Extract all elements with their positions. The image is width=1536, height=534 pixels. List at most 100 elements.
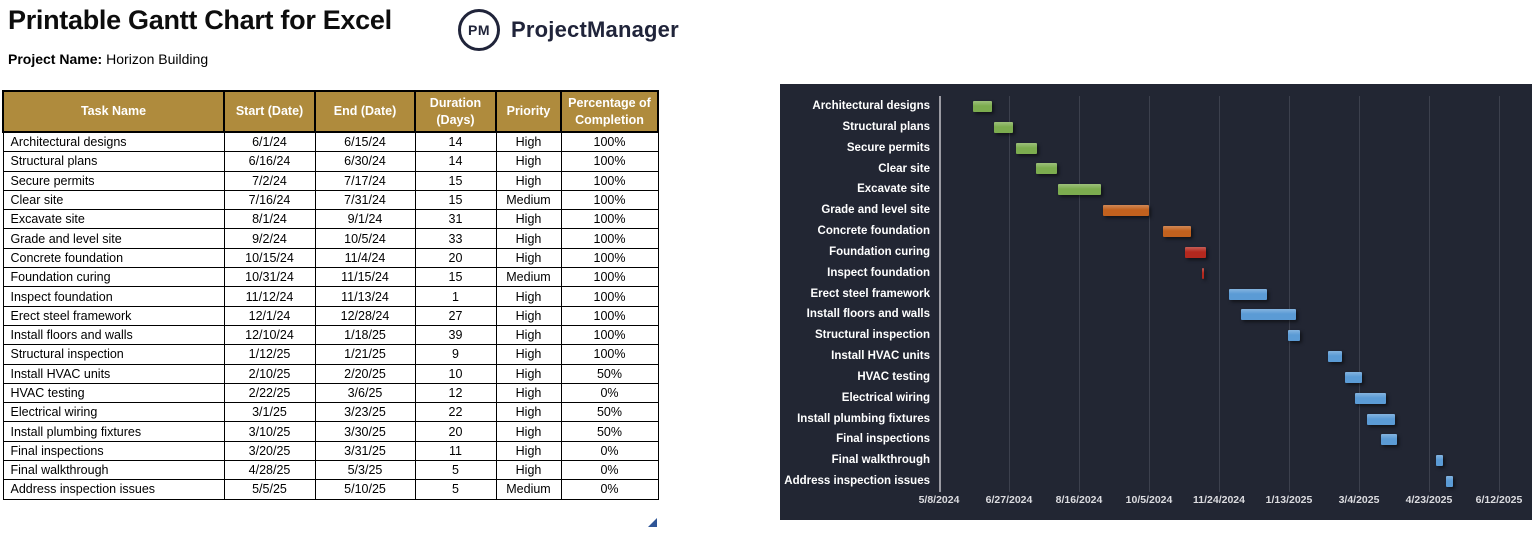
cell-priority[interactable]: High	[495, 228, 562, 249]
cell-completion[interactable]: 100%	[560, 305, 659, 326]
cell-end-date[interactable]: 3/30/25	[314, 421, 416, 442]
cell-end-date[interactable]: 1/21/25	[314, 344, 416, 365]
cell-priority[interactable]: Medium	[495, 267, 562, 288]
cell-start-date[interactable]: 2/10/25	[223, 363, 316, 384]
cell-duration[interactable]: 1	[414, 286, 497, 307]
cell-task-name[interactable]: Inspect foundation	[2, 286, 225, 307]
cell-task-name[interactable]: Install plumbing fixtures	[2, 421, 225, 442]
cell-duration[interactable]: 10	[414, 363, 497, 384]
cell-priority[interactable]: High	[495, 247, 562, 269]
gantt-chart[interactable]: 5/8/2024 6/27/2024 8/16/2024 10/5/2024 11/24…	[780, 84, 1532, 520]
cell-start-date[interactable]: 9/2/24	[223, 228, 316, 249]
cell-task-name[interactable]: Clear site	[2, 189, 225, 211]
cell-task-name[interactable]: Grade and level site	[2, 228, 225, 249]
cell-end-date[interactable]: 5/10/25	[314, 479, 416, 500]
cell-completion[interactable]: 100%	[560, 131, 659, 153]
cell-end-date[interactable]: 7/17/24	[314, 170, 416, 191]
cell-priority[interactable]: High	[495, 363, 562, 384]
cell-start-date[interactable]: 11/12/24	[223, 286, 316, 307]
cell-start-date[interactable]: 12/1/24	[223, 305, 316, 326]
cell-start-date[interactable]: 1/12/25	[223, 344, 316, 365]
cell-task-name[interactable]: Structural inspection	[2, 344, 225, 365]
cell-end-date[interactable]: 9/1/24	[314, 209, 416, 230]
cell-priority[interactable]: High	[495, 402, 562, 423]
cell-priority[interactable]: High	[495, 286, 562, 307]
cell-duration[interactable]: 27	[414, 305, 497, 326]
cell-end-date[interactable]: 11/15/24	[314, 267, 416, 288]
cell-completion[interactable]: 100%	[560, 324, 659, 346]
cell-end-date[interactable]: 6/15/24	[314, 131, 416, 153]
cell-completion[interactable]: 100%	[560, 247, 659, 269]
cell-completion[interactable]: 50%	[560, 421, 659, 442]
cell-duration[interactable]: 31	[414, 209, 497, 230]
cell-completion[interactable]: 100%	[560, 267, 659, 288]
cell-start-date[interactable]: 8/1/24	[223, 209, 316, 230]
cell-start-date[interactable]: 3/20/25	[223, 440, 316, 462]
cell-start-date[interactable]: 4/28/25	[223, 460, 316, 481]
cell-start-date[interactable]: 7/2/24	[223, 170, 316, 191]
cell-start-date[interactable]: 3/10/25	[223, 421, 316, 442]
cell-duration[interactable]: 5	[414, 479, 497, 500]
cell-end-date[interactable]: 12/28/24	[314, 305, 416, 326]
cell-task-name[interactable]: Structural plans	[2, 151, 225, 172]
cell-duration[interactable]: 33	[414, 228, 497, 249]
cell-priority[interactable]: Medium	[495, 479, 562, 500]
cell-completion[interactable]: 0%	[560, 382, 659, 404]
cell-duration[interactable]: 5	[414, 460, 497, 481]
cell-task-name[interactable]: Foundation curing	[2, 267, 225, 288]
cell-start-date[interactable]: 6/16/24	[223, 151, 316, 172]
cell-duration[interactable]: 11	[414, 440, 497, 462]
cell-end-date[interactable]: 3/6/25	[314, 382, 416, 404]
cell-task-name[interactable]: Concrete foundation	[2, 247, 225, 269]
cell-task-name[interactable]: Architectural designs	[2, 131, 225, 153]
cell-end-date[interactable]: 6/30/24	[314, 151, 416, 172]
cell-duration[interactable]: 14	[414, 131, 497, 153]
cell-priority[interactable]: Medium	[495, 189, 562, 211]
cell-completion[interactable]: 100%	[560, 286, 659, 307]
cell-duration[interactable]: 20	[414, 247, 497, 269]
cell-task-name[interactable]: Final inspections	[2, 440, 225, 462]
cell-end-date[interactable]: 3/23/25	[314, 402, 416, 423]
cell-task-name[interactable]: Electrical wiring	[2, 402, 225, 423]
cell-completion[interactable]: 100%	[560, 228, 659, 249]
cell-completion[interactable]: 100%	[560, 189, 659, 211]
cell-duration[interactable]: 12	[414, 382, 497, 404]
cell-task-name[interactable]: HVAC testing	[2, 382, 225, 404]
cell-task-name[interactable]: Excavate site	[2, 209, 225, 230]
cell-duration[interactable]: 9	[414, 344, 497, 365]
cell-start-date[interactable]: 5/5/25	[223, 479, 316, 500]
cell-priority[interactable]: High	[495, 170, 562, 191]
cell-priority[interactable]: High	[495, 344, 562, 365]
cell-priority[interactable]: High	[495, 305, 562, 326]
cell-end-date[interactable]: 2/20/25	[314, 363, 416, 384]
cell-priority[interactable]: High	[495, 421, 562, 442]
cell-priority[interactable]: High	[495, 382, 562, 404]
cell-task-name[interactable]: Final walkthrough	[2, 460, 225, 481]
cell-completion[interactable]: 100%	[560, 209, 659, 230]
cell-priority[interactable]: High	[495, 151, 562, 172]
cell-duration[interactable]: 22	[414, 402, 497, 423]
cell-priority[interactable]: High	[495, 440, 562, 462]
cell-duration[interactable]: 20	[414, 421, 497, 442]
cell-completion[interactable]: 0%	[560, 479, 659, 500]
cell-task-name[interactable]: Address inspection issues	[2, 479, 225, 500]
cell-start-date[interactable]: 12/10/24	[223, 324, 316, 346]
cell-task-name[interactable]: Secure permits	[2, 170, 225, 191]
cell-start-date[interactable]: 2/22/25	[223, 382, 316, 404]
cell-start-date[interactable]: 10/31/24	[223, 267, 316, 288]
cell-completion[interactable]: 50%	[560, 402, 659, 423]
cell-start-date[interactable]: 6/1/24	[223, 131, 316, 153]
cell-duration[interactable]: 39	[414, 324, 497, 346]
cell-priority[interactable]: High	[495, 460, 562, 481]
cell-end-date[interactable]: 10/5/24	[314, 228, 416, 249]
cell-end-date[interactable]: 11/4/24	[314, 247, 416, 269]
cell-priority[interactable]: High	[495, 131, 562, 153]
cell-completion[interactable]: 50%	[560, 363, 659, 384]
cell-completion[interactable]: 100%	[560, 170, 659, 191]
cell-end-date[interactable]: 11/13/24	[314, 286, 416, 307]
cell-end-date[interactable]: 5/3/25	[314, 460, 416, 481]
cell-duration[interactable]: 14	[414, 151, 497, 172]
cell-priority[interactable]: High	[495, 209, 562, 230]
cell-completion[interactable]: 100%	[560, 151, 659, 172]
cell-end-date[interactable]: 1/18/25	[314, 324, 416, 346]
